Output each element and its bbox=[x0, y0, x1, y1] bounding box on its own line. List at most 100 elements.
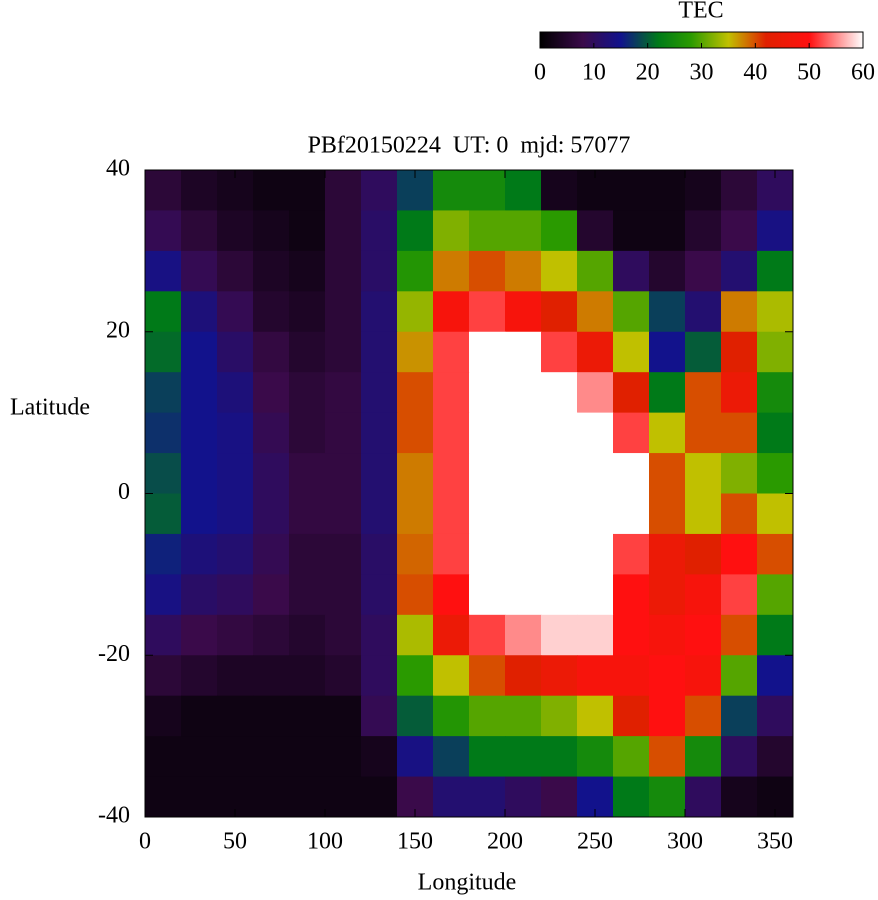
heat-cell bbox=[145, 250, 182, 292]
heat-cell bbox=[217, 493, 254, 535]
heat-cell bbox=[361, 574, 398, 616]
heat-cell bbox=[541, 291, 578, 333]
heat-cell bbox=[721, 210, 758, 252]
heat-cell bbox=[325, 372, 362, 414]
heat-cell bbox=[577, 574, 614, 616]
heat-cell bbox=[505, 170, 542, 211]
heat-cell bbox=[541, 331, 578, 373]
heat-cell bbox=[361, 736, 398, 778]
colorbar-tick-label: 60 bbox=[851, 60, 875, 86]
heat-cell bbox=[361, 614, 398, 656]
heat-cell bbox=[181, 291, 218, 333]
heat-cell bbox=[217, 736, 254, 778]
heat-cell bbox=[397, 614, 434, 656]
heat-cell bbox=[757, 655, 794, 697]
heat-cell bbox=[289, 250, 326, 292]
heat-cell bbox=[289, 776, 326, 818]
heat-cell bbox=[469, 493, 506, 535]
heat-cell bbox=[757, 210, 794, 252]
heat-cell bbox=[253, 372, 290, 414]
heat-cell bbox=[577, 412, 614, 454]
heat-cell bbox=[649, 291, 686, 333]
heat-cell bbox=[505, 776, 542, 818]
heat-cell bbox=[721, 533, 758, 575]
colorbar-tick-label: 30 bbox=[690, 60, 714, 86]
heat-cell bbox=[721, 493, 758, 535]
heat-cell bbox=[613, 412, 650, 454]
heat-cell bbox=[577, 210, 614, 252]
y-tick-label: 20 bbox=[106, 317, 130, 343]
heat-cell bbox=[253, 250, 290, 292]
heat-cell bbox=[361, 372, 398, 414]
heat-cell bbox=[721, 736, 758, 778]
heat-cell bbox=[145, 170, 182, 211]
heat-cell bbox=[145, 291, 182, 333]
heat-cell bbox=[217, 372, 254, 414]
heat-cell bbox=[253, 170, 290, 211]
heat-cell bbox=[289, 493, 326, 535]
heat-cell bbox=[181, 776, 218, 818]
heat-cell bbox=[577, 291, 614, 333]
heat-cell bbox=[541, 614, 578, 656]
heat-cell bbox=[253, 736, 290, 778]
heat-cell bbox=[613, 372, 650, 414]
x-tick-label: 50 bbox=[223, 829, 247, 855]
heat-cell bbox=[721, 170, 758, 211]
heat-cell bbox=[361, 412, 398, 454]
heat-cell bbox=[541, 736, 578, 778]
heat-cell bbox=[469, 291, 506, 333]
heat-cell bbox=[757, 412, 794, 454]
heat-cell bbox=[361, 250, 398, 292]
heat-cell bbox=[685, 574, 722, 616]
heat-cell bbox=[685, 695, 722, 737]
heat-cell bbox=[325, 614, 362, 656]
heat-cell bbox=[217, 574, 254, 616]
heat-cell bbox=[613, 776, 650, 818]
heat-cell bbox=[397, 412, 434, 454]
heat-cell bbox=[505, 372, 542, 414]
heat-cell bbox=[541, 655, 578, 697]
heat-cell bbox=[397, 291, 434, 333]
heat-cell bbox=[469, 331, 506, 373]
heat-cell bbox=[505, 453, 542, 494]
heat-cell bbox=[217, 614, 254, 656]
heat-cell bbox=[649, 412, 686, 454]
heat-cell bbox=[433, 412, 470, 454]
heat-cell bbox=[757, 250, 794, 292]
heat-cell bbox=[613, 655, 650, 697]
x-tick-label: 150 bbox=[397, 829, 433, 855]
colorbar-label: TEC bbox=[678, 0, 723, 24]
heat-cell bbox=[649, 776, 686, 818]
heat-cell bbox=[685, 372, 722, 414]
heat-cell bbox=[181, 453, 218, 494]
heat-cell bbox=[505, 736, 542, 778]
heat-cell bbox=[649, 210, 686, 252]
x-tick-label: 100 bbox=[307, 829, 343, 855]
heat-cell bbox=[289, 170, 326, 211]
heat-cell bbox=[397, 655, 434, 697]
colorbar-tick-label: 0 bbox=[534, 60, 546, 86]
heat-cell bbox=[721, 574, 758, 616]
y-tick-label: -40 bbox=[98, 803, 130, 829]
heat-cell bbox=[253, 776, 290, 818]
heat-cell bbox=[361, 453, 398, 494]
colorbar-tick-label: 50 bbox=[797, 60, 821, 86]
heat-cell bbox=[361, 695, 398, 737]
heat-cell bbox=[757, 372, 794, 414]
colorbar-tick-label: 10 bbox=[582, 60, 606, 86]
heat-cell bbox=[433, 533, 470, 575]
heat-cell bbox=[397, 695, 434, 737]
heat-cell bbox=[577, 453, 614, 494]
heat-cell bbox=[397, 250, 434, 292]
heat-cell bbox=[361, 170, 398, 211]
heat-cell bbox=[757, 331, 794, 373]
heat-cell bbox=[505, 210, 542, 252]
heat-cell bbox=[217, 412, 254, 454]
heat-cell bbox=[181, 574, 218, 616]
heat-cell bbox=[253, 291, 290, 333]
heat-cell bbox=[505, 331, 542, 373]
heat-cell bbox=[145, 453, 182, 494]
heat-cell bbox=[253, 655, 290, 697]
heat-cell bbox=[721, 412, 758, 454]
colorbar-tick-label: 40 bbox=[743, 60, 767, 86]
